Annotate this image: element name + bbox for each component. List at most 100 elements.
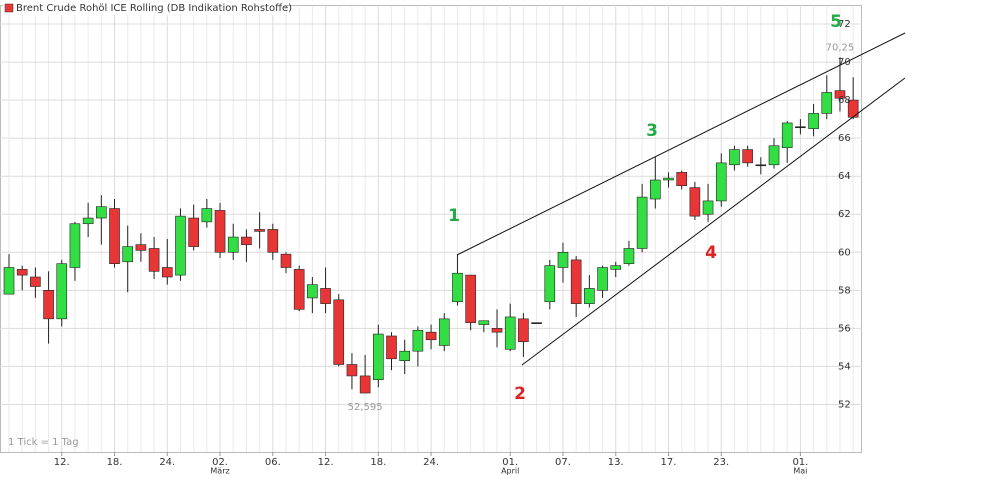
x-tick-label: 02.	[212, 457, 228, 468]
x-tick-label: 12.	[318, 457, 334, 468]
x-tick-label: 18.	[107, 457, 123, 468]
candle-body	[320, 288, 331, 304]
candle-body	[531, 322, 542, 324]
candle-body	[821, 92, 833, 114]
candle-body	[597, 267, 608, 291]
candle-body	[729, 149, 740, 166]
legend-swatch	[4, 3, 14, 13]
wave-label: 3	[646, 121, 658, 141]
candle-body	[676, 172, 687, 187]
candle-body	[557, 251, 569, 268]
x-tick-label: 18.	[370, 457, 386, 468]
candle-body	[650, 179, 661, 200]
candle-body	[56, 263, 68, 320]
y-tick-label: 68	[838, 95, 851, 106]
candle-body	[412, 329, 424, 352]
candle-body	[452, 272, 463, 303]
y-tick-label: 70	[838, 57, 851, 68]
wave-label: 1	[448, 206, 460, 226]
x-tick-label: 12.	[54, 457, 70, 468]
candle-body	[610, 265, 622, 270]
candle-body	[82, 217, 94, 225]
y-tick-label: 62	[838, 209, 851, 220]
candle-body	[161, 267, 173, 278]
candle-body	[241, 236, 252, 245]
y-tick-label: 66	[838, 133, 851, 144]
x-tick-label: 17.	[661, 457, 677, 468]
candle-body	[373, 333, 384, 381]
y-tick-label: 60	[838, 247, 851, 258]
x-tick-label: 01.	[792, 457, 808, 468]
candle-body	[623, 248, 635, 264]
candle-body	[175, 215, 186, 276]
candle-body	[30, 276, 41, 287]
candle-body	[755, 164, 767, 167]
candle-body	[689, 187, 701, 217]
month-label: Mai	[793, 467, 807, 476]
trend-line	[521, 77, 906, 366]
candle-body	[518, 318, 529, 342]
candle-body	[504, 316, 516, 350]
candle-body	[399, 350, 411, 361]
candle-body	[3, 267, 15, 295]
candle-body	[69, 223, 81, 268]
candle-body	[122, 246, 134, 263]
candle-body	[227, 236, 239, 253]
wave-label: 4	[705, 243, 717, 263]
high-label: 70,25	[826, 42, 855, 53]
candle-body	[333, 299, 345, 365]
candle-body	[742, 149, 753, 164]
candle-body	[148, 248, 160, 272]
trend-line	[456, 32, 906, 256]
note: 1 Tick = 1 Tag	[8, 437, 79, 448]
candle-body	[188, 217, 199, 247]
candle-body	[254, 229, 265, 232]
candle-body	[702, 200, 714, 215]
candle-body	[359, 375, 371, 394]
candle-body	[570, 259, 582, 304]
low-label: 52,595	[348, 402, 383, 413]
x-tick-label: 06.	[265, 457, 281, 468]
legend-box	[3, 3, 285, 15]
candle-body	[267, 229, 279, 253]
legend-label: Brent Crude Rohöl ICE Rolling (DB Indika…	[16, 3, 292, 14]
candle-body	[16, 269, 28, 276]
y-tick-label: 72	[838, 19, 851, 30]
y-tick-label: 54	[838, 361, 851, 372]
candle-body	[834, 90, 846, 99]
y-tick-label: 58	[838, 285, 851, 296]
candle-body	[109, 208, 120, 264]
candle-body	[636, 196, 648, 249]
candle-body	[43, 290, 54, 320]
y-tick-label: 56	[838, 323, 851, 334]
x-tick-label: 13.	[608, 457, 624, 468]
candle-body	[663, 177, 674, 181]
candle-body	[781, 122, 793, 148]
x-tick-label: 01.	[502, 457, 518, 468]
candle-body	[346, 364, 358, 377]
candle-body	[478, 320, 490, 325]
candle-body	[293, 269, 305, 310]
candle-body	[808, 113, 819, 129]
y-tick-label: 64	[838, 171, 851, 182]
candle-body	[438, 318, 450, 346]
candle-body	[544, 265, 556, 303]
y-tick-label: 52	[838, 399, 851, 410]
candle-body	[465, 274, 476, 323]
wave-label: 5	[830, 12, 842, 32]
candle-body	[96, 206, 107, 219]
x-tick-label: 24.	[423, 457, 439, 468]
month-label: März	[210, 467, 229, 476]
candle-body	[768, 145, 780, 166]
candle-body	[795, 126, 806, 129]
candle-body	[715, 162, 727, 202]
candle-body	[307, 284, 318, 299]
candle-body	[280, 253, 292, 268]
x-tick-label: 07.	[555, 457, 571, 468]
candle-body	[201, 208, 213, 223]
x-tick-label: 24.	[159, 457, 175, 468]
candle-body	[425, 331, 437, 341]
candle-body	[386, 335, 397, 360]
candle-body	[135, 244, 147, 251]
